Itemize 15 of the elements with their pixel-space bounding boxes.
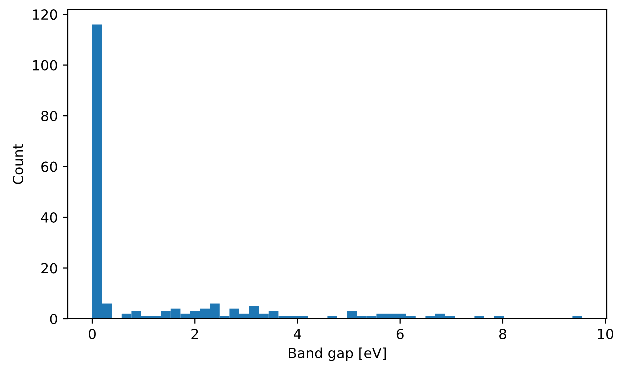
y-tick-label: 40 xyxy=(41,212,58,223)
x-axis-title: Band gap [eV] xyxy=(289,348,386,362)
x-tick-label: 4 xyxy=(294,329,302,340)
y-tick-label: 60 xyxy=(42,162,58,172)
x-tick-label: 6 xyxy=(396,328,404,340)
y-axis-title: Count xyxy=(13,144,24,184)
y-tick-label: 80 xyxy=(42,111,58,122)
x-tick-label: 10 xyxy=(598,328,614,340)
y-tick-label: 120 xyxy=(33,10,58,20)
y-tick-label: 100 xyxy=(33,60,58,71)
y-tick-label: 0 xyxy=(50,314,58,324)
y-tick-label: 20 xyxy=(42,263,58,274)
x-tick-label: 0 xyxy=(88,328,96,340)
x-tick-label: 2 xyxy=(192,328,198,340)
x-tick-label: 8 xyxy=(499,328,506,340)
